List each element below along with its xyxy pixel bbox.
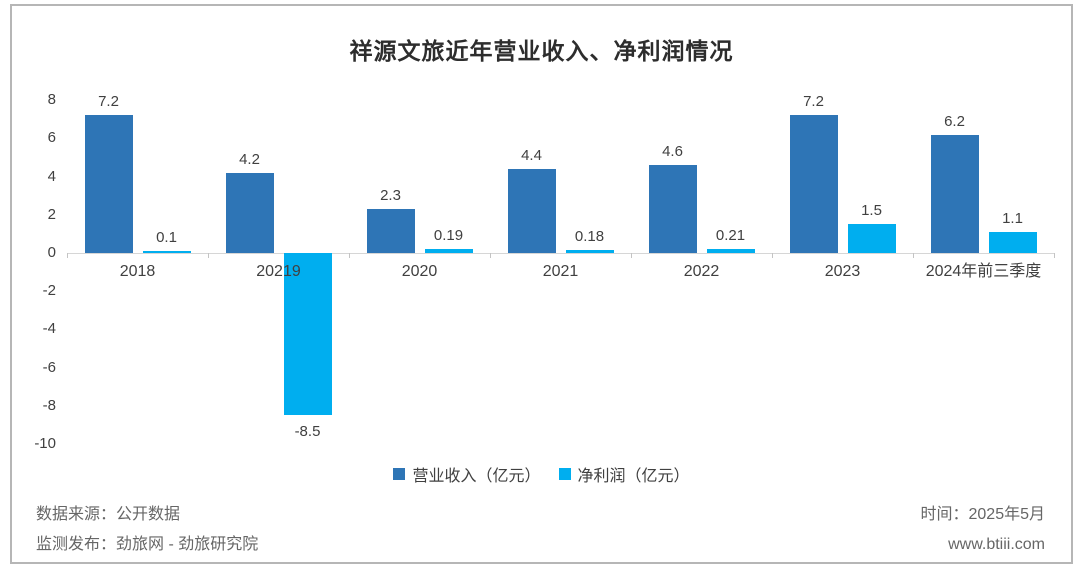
legend-swatch-revenue: [393, 468, 406, 480]
legend-swatch-net-profit: [558, 468, 571, 480]
bar-value-label-net-profit-2024年前三季度: 1.1: [1002, 209, 1023, 227]
x-axis-category-label: 2020: [401, 263, 438, 280]
time-line: 时间：2025年5月: [920, 506, 1046, 523]
legend-item-net-profit: 净利润（亿元）: [558, 462, 690, 486]
legend-label-net-profit: 净利润（亿元）: [577, 468, 690, 485]
y-axis-label: 6: [47, 129, 56, 147]
x-axis-tick: [67, 253, 68, 258]
plot-area: 8 6 4 2 0 -2 -4 -6 -8 -10 7.2 0.1 2018 4.2 -8.5 20219 2.…: [12, 6, 1071, 562]
bar-net-profit-2018: [142, 251, 191, 253]
x-axis-tick: [631, 253, 632, 258]
bar-net-profit-2024年前三季度: [988, 231, 1037, 253]
legend-item-revenue: 营业收入（亿元）: [393, 462, 541, 486]
x-axis-category-label: 20219: [256, 263, 301, 280]
bar-revenue-2022: [648, 165, 697, 253]
bar-revenue-2024年前三季度: [930, 134, 979, 253]
bar-revenue-2021: [507, 168, 556, 253]
bar-value-label-revenue-2023: 7.2: [803, 93, 824, 111]
publisher-line: 监测发布：劲旅网 - 劲旅研究院: [36, 536, 259, 553]
chart-legend: 营业收入（亿元） 净利润（亿元）: [12, 462, 1071, 486]
x-axis-category-label: 2022: [683, 263, 720, 280]
bar-net-profit-2020: [424, 249, 473, 253]
bar-value-label-revenue-2020: 2.3: [380, 187, 401, 205]
y-axis-label: -2: [42, 282, 56, 300]
footer-right: 时间：2025年5月 www.btiii.com: [921, 500, 1046, 560]
bar-value-label-revenue-2018: 7.2: [98, 93, 119, 111]
bar-value-label-net-profit-2020: 0.19: [433, 227, 464, 245]
y-axis-label: -6: [42, 358, 56, 376]
bar-revenue-2018: [84, 115, 133, 253]
bar-value-label-revenue-20219: 4.2: [239, 150, 260, 168]
y-axis-label: 0: [47, 244, 56, 261]
y-axis-label: -8: [42, 396, 56, 414]
x-axis-tick: [349, 253, 350, 258]
bar-value-label-net-profit-2022: 0.21: [715, 226, 746, 244]
bar-value-label-revenue-2024年前三季度: 6.2: [944, 112, 965, 130]
x-axis-line: [67, 253, 1054, 254]
x-axis-tick: [490, 253, 491, 258]
bar-value-label-net-profit-2021: 0.18: [574, 227, 605, 245]
chart-card: 祥源文旅近年营业收入、净利润情况 8 6 4 2 0 -2 -4 -6 -8 -10 7.2 0.1 2…: [10, 4, 1073, 564]
x-axis-category-label: 2018: [119, 263, 156, 280]
website-text: www.btiii.com: [948, 536, 1045, 553]
x-axis-tick: [208, 253, 209, 258]
data-source-line: 数据来源：公开数据: [36, 506, 181, 523]
y-axis-label: -10: [34, 435, 56, 452]
bar-value-label-net-profit-2023: 1.5: [861, 202, 882, 220]
bar-value-label-revenue-2021: 4.4: [521, 146, 542, 164]
x-axis-tick: [1054, 253, 1055, 258]
bar-revenue-2020: [366, 209, 415, 253]
x-axis-tick: [913, 253, 914, 258]
bar-value-label-net-profit-2018: 0.1: [156, 229, 177, 246]
footer-left: 数据来源：公开数据 监测发布：劲旅网 - 劲旅研究院: [36, 500, 258, 560]
x-axis-category-label: 2021: [542, 263, 579, 280]
bar-revenue-2023: [789, 115, 838, 253]
y-axis-label: 4: [47, 167, 56, 185]
chart-title: 祥源文旅近年营业收入、净利润情况: [349, 38, 734, 64]
x-axis-tick: [772, 253, 773, 258]
y-axis-label: 8: [47, 91, 56, 109]
legend-label-revenue: 营业收入（亿元）: [412, 468, 541, 485]
x-axis-category-label: 2024年前三季度: [925, 263, 1042, 280]
y-axis-label: 2: [47, 205, 56, 223]
bar-net-profit-2023: [847, 224, 896, 253]
bar-value-label-revenue-2022: 4.6: [662, 143, 683, 161]
bar-net-profit-2022: [706, 248, 755, 253]
bar-revenue-20219: [225, 172, 274, 253]
bar-net-profit-20219: [283, 253, 332, 416]
x-axis-category-label: 2023: [824, 263, 861, 280]
bar-value-label-net-profit-20219: -8.5: [294, 423, 321, 441]
y-axis-label: -4: [42, 320, 56, 338]
bar-net-profit-2021: [565, 249, 614, 253]
